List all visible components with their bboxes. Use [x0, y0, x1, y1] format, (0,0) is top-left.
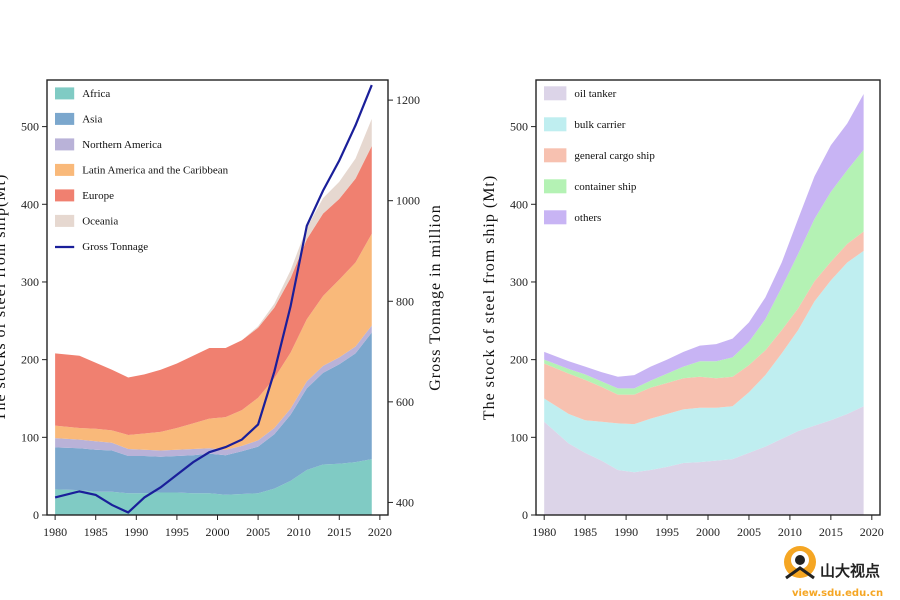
x-tick-label: 2000: [696, 525, 720, 539]
y-tick-label: 100: [510, 430, 528, 444]
legend-label-northern-america: Northern America: [82, 139, 162, 151]
legend-swatch-northern-america: [55, 138, 75, 151]
right-tick-label: 1200: [396, 93, 420, 107]
y-tick-label: 500: [510, 120, 528, 134]
x-tick-label: 1990: [614, 525, 638, 539]
area-europe: [55, 146, 372, 435]
legend-swatch-latin-america-and-the-caribbean: [55, 163, 75, 176]
y-tick-label: 300: [21, 275, 39, 289]
legend-swatch-others: [544, 210, 567, 225]
area-bulk-carrier: [544, 250, 864, 473]
right-tick-label: 400: [396, 495, 414, 509]
right-tick-label: 600: [396, 395, 414, 409]
y-tick-label: 100: [21, 430, 39, 444]
area-latin-america-and-the-caribbean: [55, 233, 372, 451]
legend-label-oceania: Oceania: [82, 216, 118, 228]
area-container-ship: [544, 149, 864, 395]
x-tick-label: 2010: [778, 525, 802, 539]
x-tick-label: 1990: [124, 525, 148, 539]
watermark: 山大视点 view.sdu.edu.cn: [784, 546, 883, 599]
x-tick-label: 1985: [573, 525, 597, 539]
right-axis-title: Gross Tonnage in million: [427, 204, 444, 391]
legend-label-others: others: [574, 212, 601, 224]
x-tick-label: 1980: [532, 525, 556, 539]
x-tick-label: 2020: [368, 525, 392, 539]
y-tick-label: 0: [33, 508, 39, 522]
x-tick-label: 2020: [860, 525, 884, 539]
watermark-logo-icon: [784, 546, 816, 580]
legend-label-oil-tanker: oil tanker: [574, 88, 616, 100]
area-africa: [55, 459, 372, 515]
legend-swatch-oceania: [55, 214, 75, 227]
y-tick-label: 0: [522, 508, 528, 522]
left-axis-title: The stock of steel from ship (Mt): [481, 175, 498, 420]
legend-label-africa: Africa: [82, 88, 110, 100]
legend-label-latin-america-and-the-caribbean: Latin America and the Caribbean: [82, 165, 228, 177]
x-tick-label: 2010: [287, 525, 311, 539]
x-tick-label: 1995: [165, 525, 189, 539]
legend-swatch-europe: [55, 189, 75, 202]
area-oil-tanker: [544, 406, 864, 515]
legend-label-container-ship: container ship: [574, 181, 637, 193]
x-tick-label: 2005: [246, 525, 270, 539]
legend-swatch-asia: [55, 112, 75, 125]
watermark-brand: 山大视点: [820, 562, 880, 580]
legend-swatch-africa: [55, 87, 75, 100]
area-northern-america: [55, 325, 372, 457]
x-tick-label: 1995: [655, 525, 679, 539]
right-chart: 1980 1985 1990 1995 2000 2005 2010 2015 2020 0 100…: [481, 79, 884, 539]
area-others: [544, 93, 864, 389]
line-gross-tonnage: [54, 84, 373, 514]
watermark-url: view.sdu.edu.cn: [792, 588, 883, 599]
right-tick-label: 1000: [396, 194, 420, 208]
area-asia: [55, 332, 372, 495]
x-tick-label: 2015: [819, 525, 843, 539]
legend-swatch-general-cargo-ship: [544, 148, 567, 163]
y-tick-label: 400: [21, 197, 39, 211]
left-axis-title: The stocks of steel from ship(Mt): [0, 174, 9, 422]
y-tick-label: 200: [510, 353, 528, 367]
y-tick-label: 200: [21, 353, 39, 367]
legend: oil tanker bulk carrier general cargo ship…: [544, 86, 655, 225]
area-general-cargo-ship: [544, 231, 864, 425]
right-tick-label: 800: [396, 294, 414, 308]
legend: Africa Asia Northern America Latin America …: [55, 87, 229, 253]
x-tick-label: 2005: [737, 525, 761, 539]
legend-swatch-oil-tanker: [544, 86, 567, 101]
legend-label-general-cargo-ship: general cargo ship: [574, 150, 655, 162]
y-tick-label: 300: [510, 275, 528, 289]
x-tick-label: 2000: [206, 525, 230, 539]
y-tick-label: 500: [21, 120, 39, 134]
x-tick-label: 2015: [327, 525, 351, 539]
legend-swatch-container-ship: [544, 179, 567, 194]
legend-label-bulk-carrier: bulk carrier: [574, 119, 625, 131]
legend-swatch-bulk-carrier: [544, 117, 567, 132]
legend-label-asia: Asia: [82, 114, 102, 126]
legend-label-gross-tonnage: Gross Tonnage: [82, 241, 148, 253]
legend-label-europe: Europe: [82, 190, 114, 202]
x-tick-label: 1980: [43, 525, 67, 539]
y-tick-label: 400: [510, 197, 528, 211]
x-tick-label: 1985: [84, 525, 108, 539]
